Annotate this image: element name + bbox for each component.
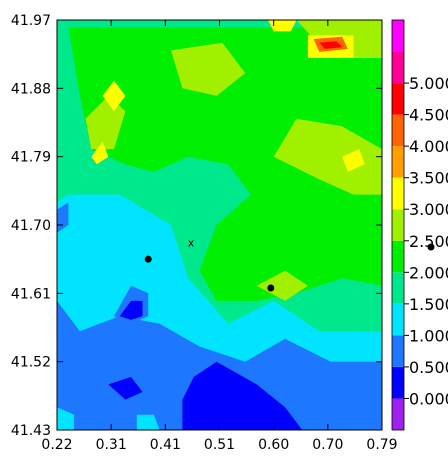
colorbar-dot-marker: [427, 243, 435, 251]
contour-region: [108, 376, 143, 400]
colorbar-swatch: [392, 398, 404, 430]
station-dot: [267, 284, 275, 292]
contour-region: [256, 270, 308, 301]
colorbar-tick-label: 1.500: [409, 295, 448, 314]
x-tick-label: 0.41: [150, 437, 181, 453]
contour-region: [102, 80, 126, 112]
contour-region: [319, 41, 343, 49]
contour-region: [182, 361, 303, 430]
colorbar-swatch: [392, 114, 404, 147]
colorbar-swatch: [392, 303, 404, 336]
colorbar-swatch: [392, 335, 404, 367]
colorbar-swatch: [392, 366, 404, 399]
map-markers: x: [144, 236, 275, 292]
colorbar-tick-label: 3.000: [409, 200, 448, 219]
x-tick-label: 0.70: [312, 437, 343, 453]
colorbar-tick-label: 3.500: [409, 169, 448, 188]
contour-region: [342, 149, 365, 172]
colorbar-swatch: [392, 240, 404, 273]
colorbar-swatch: [392, 209, 404, 241]
colorbar-swatch: [392, 146, 404, 178]
y-tick-label: 41.97: [11, 13, 51, 29]
station-dot: [144, 255, 152, 263]
colorbar-swatch: [392, 83, 404, 115]
colorbar-swatch: [392, 272, 404, 304]
colorbar-tick-label: 5.000: [409, 74, 448, 93]
contour-region: [57, 407, 75, 430]
contour-region: [68, 27, 382, 301]
x-tick-label: 0.79: [366, 437, 397, 453]
x-tick-label: 0.51: [204, 437, 235, 453]
contour-region: [273, 118, 382, 195]
contour-region: [268, 20, 297, 32]
contour-field: [57, 20, 382, 430]
axis-ticks: 0.22 0.31 0.41 0.51 0.60 0.70 0.79 41.97 41.88 41…: [11, 13, 398, 453]
colorbar-tick-label: 4.500: [409, 106, 448, 125]
y-tick-label: 41.61: [11, 286, 51, 302]
y-tick-label: 41.70: [11, 218, 51, 234]
colorbar-tick-label: 2.000: [409, 263, 448, 282]
colorbar-tick-label: 0.500: [409, 358, 448, 377]
contour-region: [119, 300, 143, 320]
y-tick-label: 41.79: [11, 150, 51, 166]
marker-x-label: x: [188, 236, 195, 249]
colorbar-tick-label: 2.500: [409, 232, 448, 251]
colorbar: 0.000 0.500 1.000 1.500 2.000 2.500 3.000 3.500…: [391, 19, 448, 431]
contour-region: [171, 42, 246, 96]
contour-region: [85, 95, 126, 150]
colorbar-tick-label: 0.000: [409, 389, 448, 408]
colorbar-frame: [391, 19, 405, 431]
colorbar-swatch: [392, 177, 404, 210]
y-tick-label: 41.52: [11, 355, 51, 371]
contour-region: [136, 414, 160, 430]
colorbar-swatch: [392, 20, 404, 52]
colorbar-tick-label: 1.000: [409, 326, 448, 345]
contour-region: [91, 141, 109, 165]
x-tick-label: 0.31: [96, 437, 127, 453]
colorbar-tick-label: 4.000: [409, 137, 448, 156]
y-tick-label: 41.88: [11, 81, 51, 97]
x-tick-label: 0.60: [258, 437, 289, 453]
colorbar-swatch: [392, 51, 404, 84]
y-tick-label: 41.43: [11, 423, 51, 439]
x-tick-label: 0.22: [41, 437, 72, 453]
